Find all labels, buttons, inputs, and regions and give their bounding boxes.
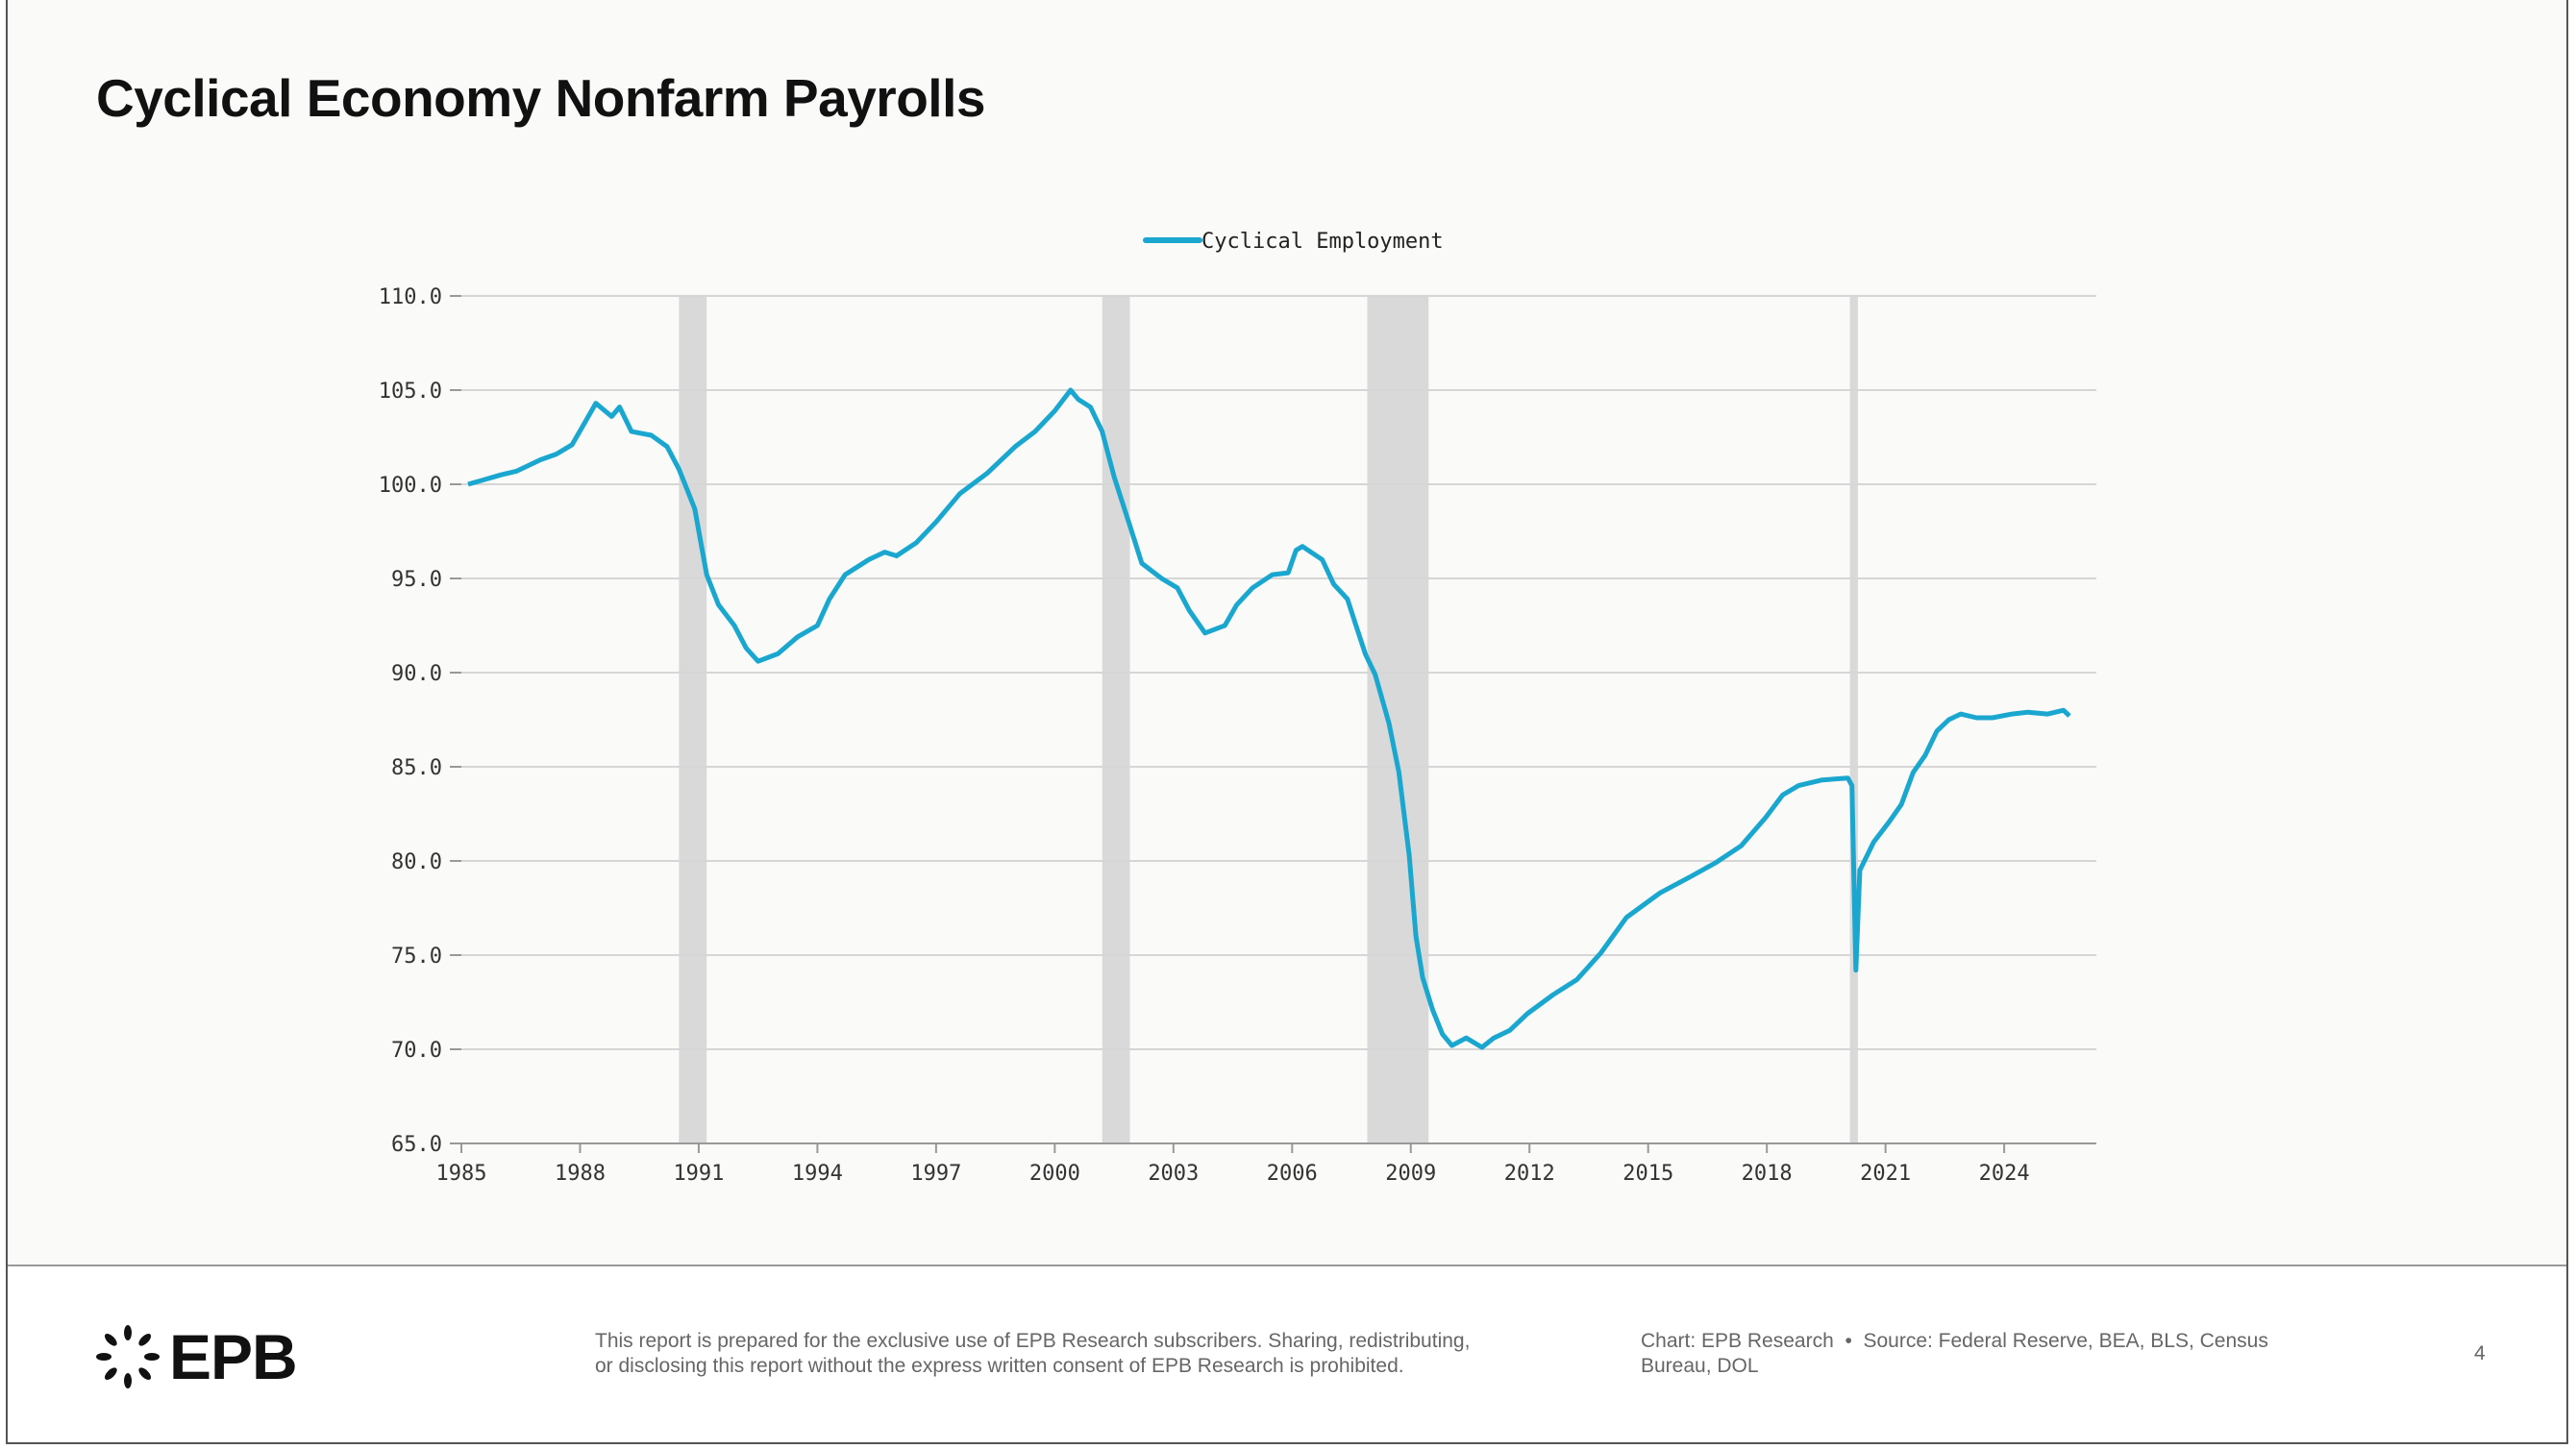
y-tick-label: 65.0 — [391, 1133, 442, 1157]
legend-label: Cyclical Employment — [1201, 230, 1444, 254]
legend: Cyclical Employment — [1143, 230, 1444, 254]
x-tick-label: 2021 — [1860, 1162, 1911, 1186]
recession-bands — [679, 296, 1858, 1143]
recession-band — [679, 296, 707, 1143]
recession-band — [1849, 296, 1858, 1143]
disclaimer: This report is prepared for the exclusiv… — [595, 1329, 1470, 1379]
recession-band — [1102, 296, 1130, 1143]
source-line-2: Bureau, DOL — [1641, 1355, 1759, 1377]
x-tick-label: 2006 — [1267, 1162, 1318, 1186]
logo-petal — [138, 1333, 152, 1346]
epb-logo-mark-icon — [96, 1325, 160, 1388]
y-tick-label: 100.0 — [379, 474, 442, 498]
x-tick-label: 2003 — [1148, 1162, 1199, 1186]
x-tick-label: 1997 — [910, 1162, 961, 1186]
logo-petal — [104, 1367, 117, 1381]
x-tick-label: 2009 — [1385, 1162, 1436, 1186]
logo-petal — [138, 1367, 152, 1381]
logo-petal — [144, 1353, 160, 1361]
series-line-cyclical-employment — [467, 387, 2071, 1050]
x-axis-ticks: 1985 1988 1991 1994 1997 2000 2003 2006 2009 2012… — [436, 1142, 2096, 1186]
chart-credit: Chart: EPB Research — [1641, 1330, 1834, 1352]
x-tick-label: 1988 — [555, 1162, 606, 1186]
x-tick-label: 2012 — [1504, 1162, 1555, 1186]
y-tick-label: 75.0 — [391, 945, 442, 969]
chart-source: Chart: EPB Research • Source: Federal Re… — [1641, 1329, 2268, 1379]
y-tick-label: 80.0 — [391, 850, 442, 874]
x-tick-label: 1985 — [436, 1162, 487, 1186]
logo-petal — [124, 1373, 132, 1388]
x-tick-label: 1991 — [673, 1162, 724, 1186]
separator-dot: • — [1845, 1330, 1852, 1352]
x-tick-label: 2024 — [1979, 1162, 2030, 1186]
x-tick-label: 2018 — [1742, 1162, 1793, 1186]
x-tick-label: 2000 — [1029, 1162, 1080, 1186]
y-tick-label: 110.0 — [379, 285, 442, 309]
logo-petal — [124, 1325, 132, 1340]
y-tick-label: 105.0 — [379, 380, 442, 404]
epb-logo: EPB — [96, 1320, 298, 1393]
page-frame — [6, 0, 2568, 1444]
source-line-1: Source: Federal Reserve, BEA, BLS, Censu… — [1863, 1330, 2268, 1352]
disclaimer-line-1: This report is prepared for the exclusiv… — [595, 1330, 1471, 1352]
y-tick-label: 70.0 — [391, 1039, 442, 1063]
y-tick-label: 95.0 — [391, 568, 442, 592]
logo-petal — [96, 1353, 111, 1361]
y-axis-ticks: 65.0 70.0 75.0 80.0 85.0 90.0 95.0 100.0 105.0 11… — [379, 285, 461, 1157]
y-tick-label: 90.0 — [391, 662, 442, 686]
gridlines — [461, 295, 2096, 1050]
line-chart: 65.0 70.0 75.0 80.0 85.0 90.0 95.0 100.0 105.0 11… — [379, 230, 2096, 1186]
recession-band — [1367, 296, 1429, 1143]
page-number: 4 — [2474, 1342, 2486, 1364]
disclaimer-line-2: or disclosing this report without the ex… — [595, 1355, 1404, 1377]
slide-content-area — [8, 0, 2566, 1266]
x-tick-label: 2015 — [1622, 1162, 1673, 1186]
x-tick-label: 1994 — [792, 1162, 843, 1186]
logo-text: EPB — [169, 1321, 298, 1392]
logo-petal — [104, 1333, 117, 1346]
y-tick-label: 85.0 — [391, 756, 442, 780]
page-title: Cyclical Economy Nonfarm Payrolls — [96, 68, 985, 128]
